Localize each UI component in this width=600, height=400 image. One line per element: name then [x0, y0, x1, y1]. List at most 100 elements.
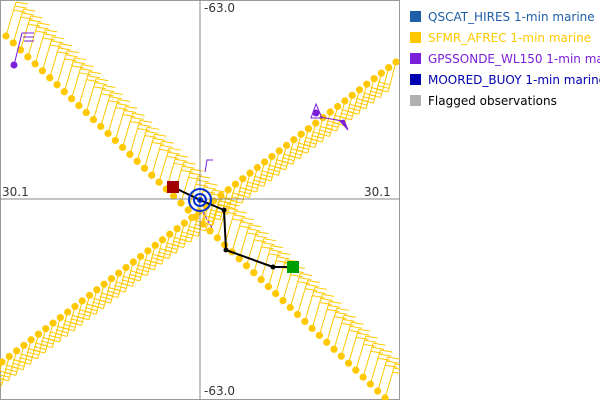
sfmr-observation-point [71, 302, 79, 311]
sfmr-observation-point [60, 88, 68, 96]
wind-barb-feather [96, 78, 109, 82]
wind-barb-feather [11, 366, 24, 371]
wind-barb [132, 256, 142, 287]
gpssonde-obs [10, 32, 349, 229]
sfmr-observation-point [250, 269, 258, 277]
wind-barb-feather [143, 262, 156, 267]
wind-barb [318, 301, 330, 336]
wind-barb-feather [166, 155, 179, 159]
wind-barb-feather [377, 357, 391, 361]
wind-barb-feather [125, 105, 138, 109]
wind-barb-feather [368, 94, 381, 99]
wind-barb-feather [318, 129, 331, 134]
wind-barb-feather [115, 107, 128, 111]
wind-barb-feather [105, 294, 119, 299]
sfmr-observation-point [286, 303, 294, 312]
wind-barb-feather [209, 212, 222, 217]
wind-barb [51, 317, 61, 348]
wind-barb [219, 189, 229, 220]
wind-barb [377, 356, 389, 392]
wind-barb-feather [369, 90, 382, 95]
wind-barb-feather [380, 349, 393, 353]
wind-barb-feather [73, 61, 86, 65]
legend-swatch [410, 11, 421, 22]
legend-item-sfmr[interactable]: SFMR_AFREC 1-min marine [410, 27, 600, 48]
wind-barb-feather [386, 360, 399, 364]
wind-barb [15, 345, 25, 376]
legend-item-gpssonde[interactable]: GPSSONDE_WL150 1-min marine [410, 48, 600, 69]
wind-barb-feather [364, 339, 377, 343]
sfmr-observation-point [100, 280, 108, 288]
wind-barb-feather [373, 342, 386, 346]
wind-barb-feather [179, 234, 193, 239]
sfmr-observation-point [297, 130, 305, 138]
wind-barb-feather [40, 344, 53, 349]
wind-barb-feather [91, 305, 104, 310]
wind-barb-feather [144, 134, 157, 138]
wind-barb-feather [229, 199, 243, 204]
wind-barb [183, 217, 193, 248]
wind-barb-feather [22, 12, 35, 16]
wind-barb-feather [307, 279, 320, 283]
wind-barb [110, 272, 120, 304]
wind-barb-feather [342, 318, 355, 322]
wind-barb-feather [59, 43, 72, 47]
sfmr-observation-point [126, 150, 134, 158]
sfmr-observation-point [12, 347, 21, 355]
wind-barb-feather [35, 30, 48, 34]
wind-barb-feather [30, 15, 43, 19]
wind-barb-feather [238, 190, 251, 195]
wind-barb-feather [361, 99, 374, 104]
wind-barb-feather [336, 307, 349, 311]
wind-barb-feather [363, 343, 376, 347]
wind-barb-feather [322, 293, 335, 297]
sfmr-observation-point [268, 152, 276, 161]
sfmr-observation-point [20, 341, 28, 349]
sfmr-observation-point [217, 191, 225, 199]
wind-barb-feather [137, 128, 150, 131]
wind-barb-feather [335, 311, 348, 315]
wind-barb-feather [120, 282, 133, 287]
wind-barb-feather [269, 249, 282, 253]
sfmr-observation-point [312, 119, 320, 127]
wind-barb-feather [203, 190, 216, 194]
wind-barb-feather [102, 89, 115, 93]
storm-center-icon[interactable] [188, 188, 212, 212]
wind-barb [107, 99, 119, 134]
track-start-marker[interactable] [287, 261, 299, 273]
sfmr-observation-point [64, 308, 72, 316]
wind-barb-feather [183, 161, 196, 165]
wind-barb-feather [130, 121, 143, 125]
wind-barb-feather [37, 22, 50, 26]
wind-barb-feather [147, 126, 160, 130]
wind-barb-feather [186, 232, 199, 237]
legend-item-qscat[interactable]: QSCAT_HIRES 1-min marine [410, 6, 600, 27]
legend-item-moored-buoy[interactable]: MOORED_BUOY 1-min marine [410, 69, 600, 90]
wind-barb-feather [26, 351, 39, 356]
wind-barb [0, 361, 3, 372]
sfmr-observation-point [31, 60, 39, 68]
legend-item-flagged[interactable]: Flagged observations [410, 90, 600, 111]
wind-barb [122, 113, 134, 148]
wind-barb-feather [173, 162, 187, 166]
wind-barb-feather [385, 364, 398, 368]
sfmr-observation-point [158, 236, 167, 244]
wind-barb-feather [324, 127, 338, 132]
wind-barb-feather [57, 51, 70, 55]
sfmr-observation-point [374, 387, 382, 395]
wind-barb-feather [289, 151, 302, 156]
wind-barb-feather [52, 36, 65, 40]
wind-barb-feather [260, 173, 273, 178]
wind-barb [29, 334, 39, 365]
wind-barb-feather [109, 96, 122, 100]
wind-barb [292, 134, 302, 165]
wind-barb-feather [223, 201, 236, 206]
wind-barb-feather [84, 307, 98, 312]
wind-barb [71, 64, 83, 99]
wind-barb-feather [195, 183, 208, 187]
map-plot[interactable] [0, 0, 400, 400]
wind-barb-feather [392, 371, 400, 374]
track-end-marker[interactable] [167, 181, 179, 193]
wind-barb [304, 287, 316, 322]
wind-barb-feather [25, 355, 38, 360]
